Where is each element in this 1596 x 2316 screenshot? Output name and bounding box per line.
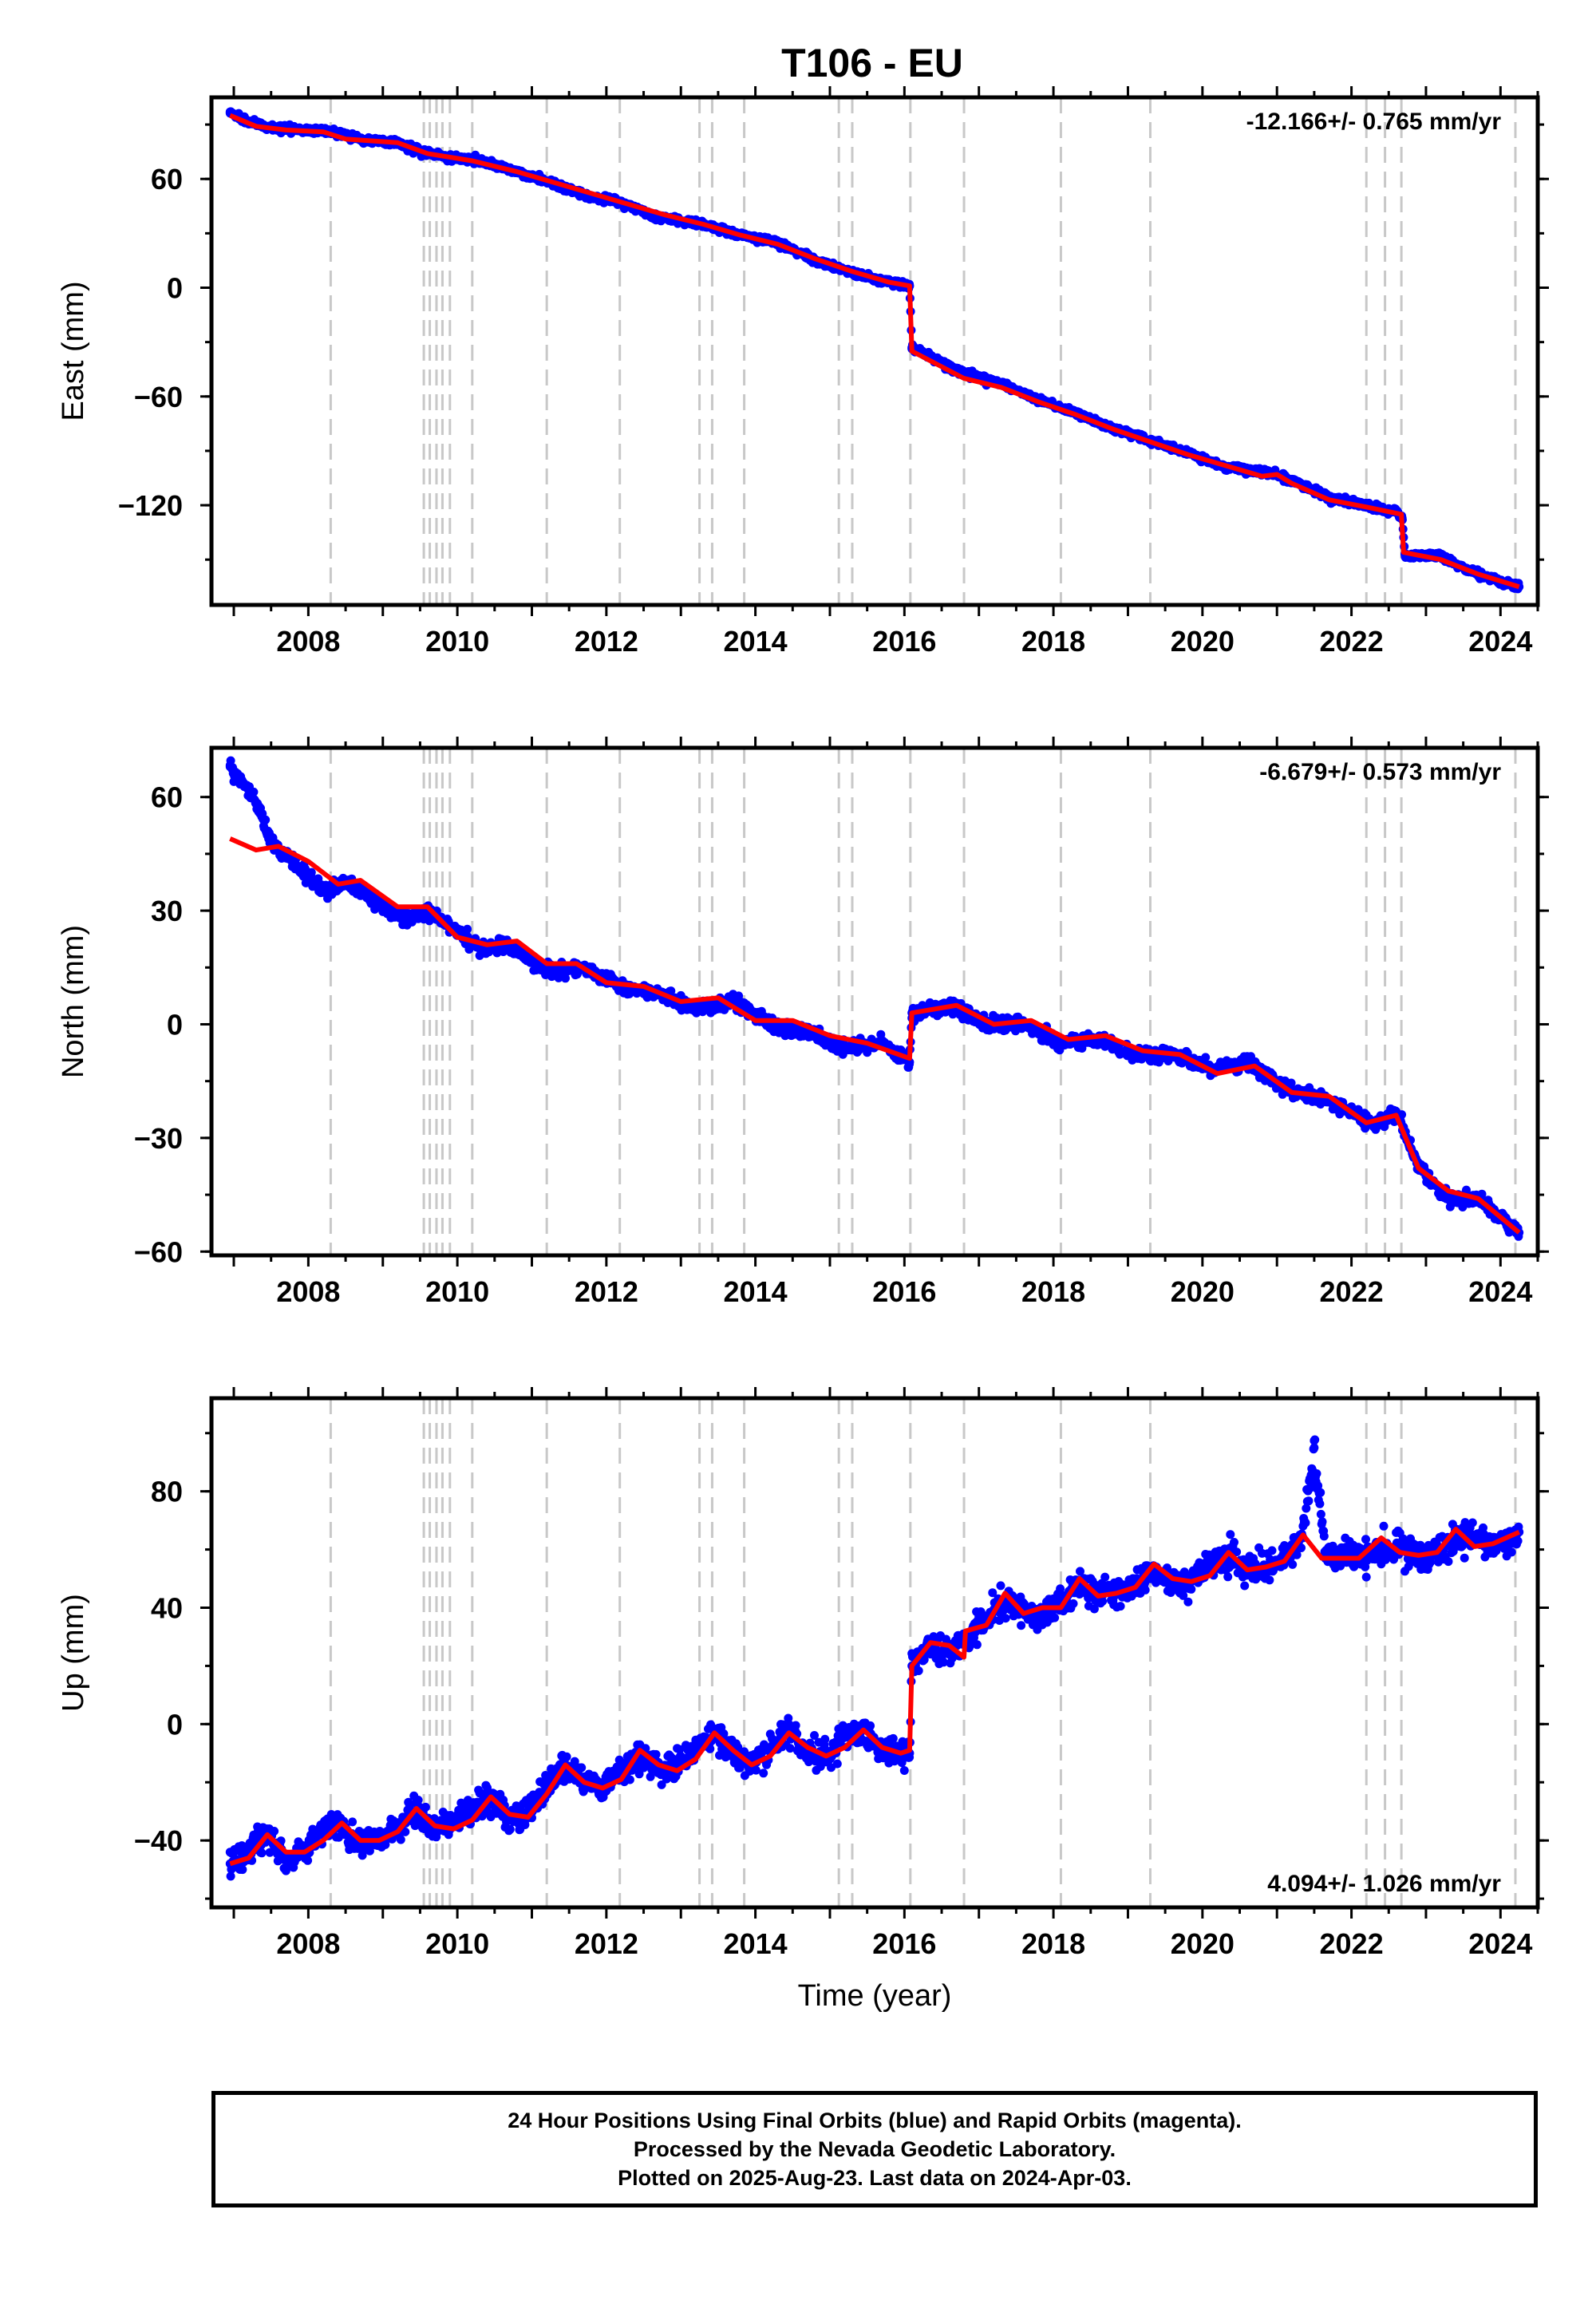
y-axis-label: East (mm) (57, 281, 90, 421)
data-point (561, 974, 570, 983)
data-point (475, 944, 484, 954)
x-tick-label: 2010 (425, 1275, 489, 1308)
data-point (542, 966, 551, 976)
data-point (691, 1005, 701, 1014)
data-point (267, 838, 276, 848)
data-point (396, 1835, 405, 1844)
x-tick-label: 2010 (425, 625, 489, 658)
y-tick-label: 0 (167, 272, 183, 305)
x-tick-label: 2016 (872, 1275, 936, 1308)
data-point (233, 773, 243, 783)
data-point (401, 914, 410, 923)
x-tick-label: 2008 (276, 1275, 340, 1308)
data-point (666, 986, 676, 996)
data-point (244, 785, 254, 794)
data-point (483, 1783, 492, 1792)
x-axis: 2008 2010 2012 2014 2016 2018 2020 2022 2024 (232, 737, 1539, 1308)
data-point (370, 899, 380, 908)
velocity-label: -6.679+/- 0.573 mm/yr (1259, 759, 1501, 785)
event-lines (329, 1398, 1517, 1907)
x-tick-label: 2020 (1171, 625, 1235, 658)
velocity-label: -12.166+/- 0.765 mm/yr (1246, 109, 1502, 135)
panel-east: 2008 2010 2012 2014 2016 2018 2020 2022 2024 60 0 −… (57, 86, 1549, 658)
y-tick-label: 0 (167, 1008, 183, 1041)
data-point (1056, 1038, 1065, 1048)
plot-frame (209, 745, 1540, 1258)
data-point (289, 856, 298, 866)
panel-north: 2008 2010 2012 2014 2016 2018 2020 2022 2024 60 30… (57, 737, 1549, 1308)
y-axis: 60 0 −60 −120 (118, 123, 1549, 561)
data-point (463, 924, 472, 934)
y-tick-label: 60 (151, 163, 183, 196)
data-point (348, 1817, 358, 1827)
data-point (1369, 1122, 1379, 1132)
data-point (358, 1851, 367, 1860)
y-tick-label: 60 (151, 781, 183, 814)
data-point (226, 1871, 235, 1881)
x-tick-label: 2018 (1021, 1275, 1085, 1308)
data-point (255, 804, 265, 813)
data-point (1131, 1049, 1140, 1059)
y-axis: 60 30 0 −30 −60 (134, 781, 1549, 1268)
data-point (840, 1042, 850, 1052)
data-point (238, 1865, 247, 1875)
event-lines (329, 97, 1517, 605)
x-axis: 2008 2010 2012 2014 2016 2018 2020 2022 2024 (232, 86, 1539, 658)
figure-title: T106 - EU (781, 41, 963, 85)
model-fit-line (229, 836, 1521, 1235)
data-point (257, 1848, 267, 1858)
panel-up: 2008 2010 2012 2014 2016 2018 2020 2022 20248040… (57, 1387, 1549, 2013)
data-point (318, 887, 328, 896)
plot-frame (209, 95, 1540, 607)
y-tick-label: −60 (134, 381, 183, 413)
data-point (401, 1827, 410, 1836)
data-point (1201, 1053, 1211, 1062)
x-tick-label: 2016 (872, 625, 936, 658)
x-tick-label: 2014 (724, 625, 788, 658)
x-tick-label: 2008 (276, 625, 340, 658)
data-point (303, 1856, 313, 1865)
y-tick-label: −30 (134, 1122, 183, 1155)
position-points (225, 107, 1524, 594)
x-tick-label: 2018 (1021, 625, 1085, 658)
y-tick-label: 30 (151, 895, 183, 927)
x-tick-label: 2022 (1320, 1275, 1384, 1308)
x-tick-label: 2012 (575, 625, 638, 658)
x-tick-label: 2020 (1171, 1275, 1235, 1308)
x-tick-label: 2022 (1320, 625, 1384, 658)
x-tick-label: 2012 (575, 1275, 638, 1308)
position-points (225, 756, 1524, 1241)
data-point (1077, 1044, 1087, 1053)
y-tick-label: −120 (118, 489, 183, 522)
model-fit-line (229, 113, 1520, 590)
data-point (261, 815, 271, 824)
data-point (381, 1840, 390, 1849)
x-tick-label: 2024 (1468, 625, 1532, 658)
y-tick-label: −60 (134, 1235, 183, 1268)
data-point (421, 1802, 430, 1812)
data-point (413, 1796, 423, 1804)
data-point (270, 1827, 279, 1836)
x-tick-label: 2024 (1468, 1275, 1532, 1308)
data-point (1242, 1057, 1252, 1067)
y-axis-label: North (mm) (57, 925, 90, 1078)
data-point (225, 762, 235, 772)
x-tick-label: 2014 (724, 1275, 788, 1308)
data-point (1444, 1194, 1453, 1203)
